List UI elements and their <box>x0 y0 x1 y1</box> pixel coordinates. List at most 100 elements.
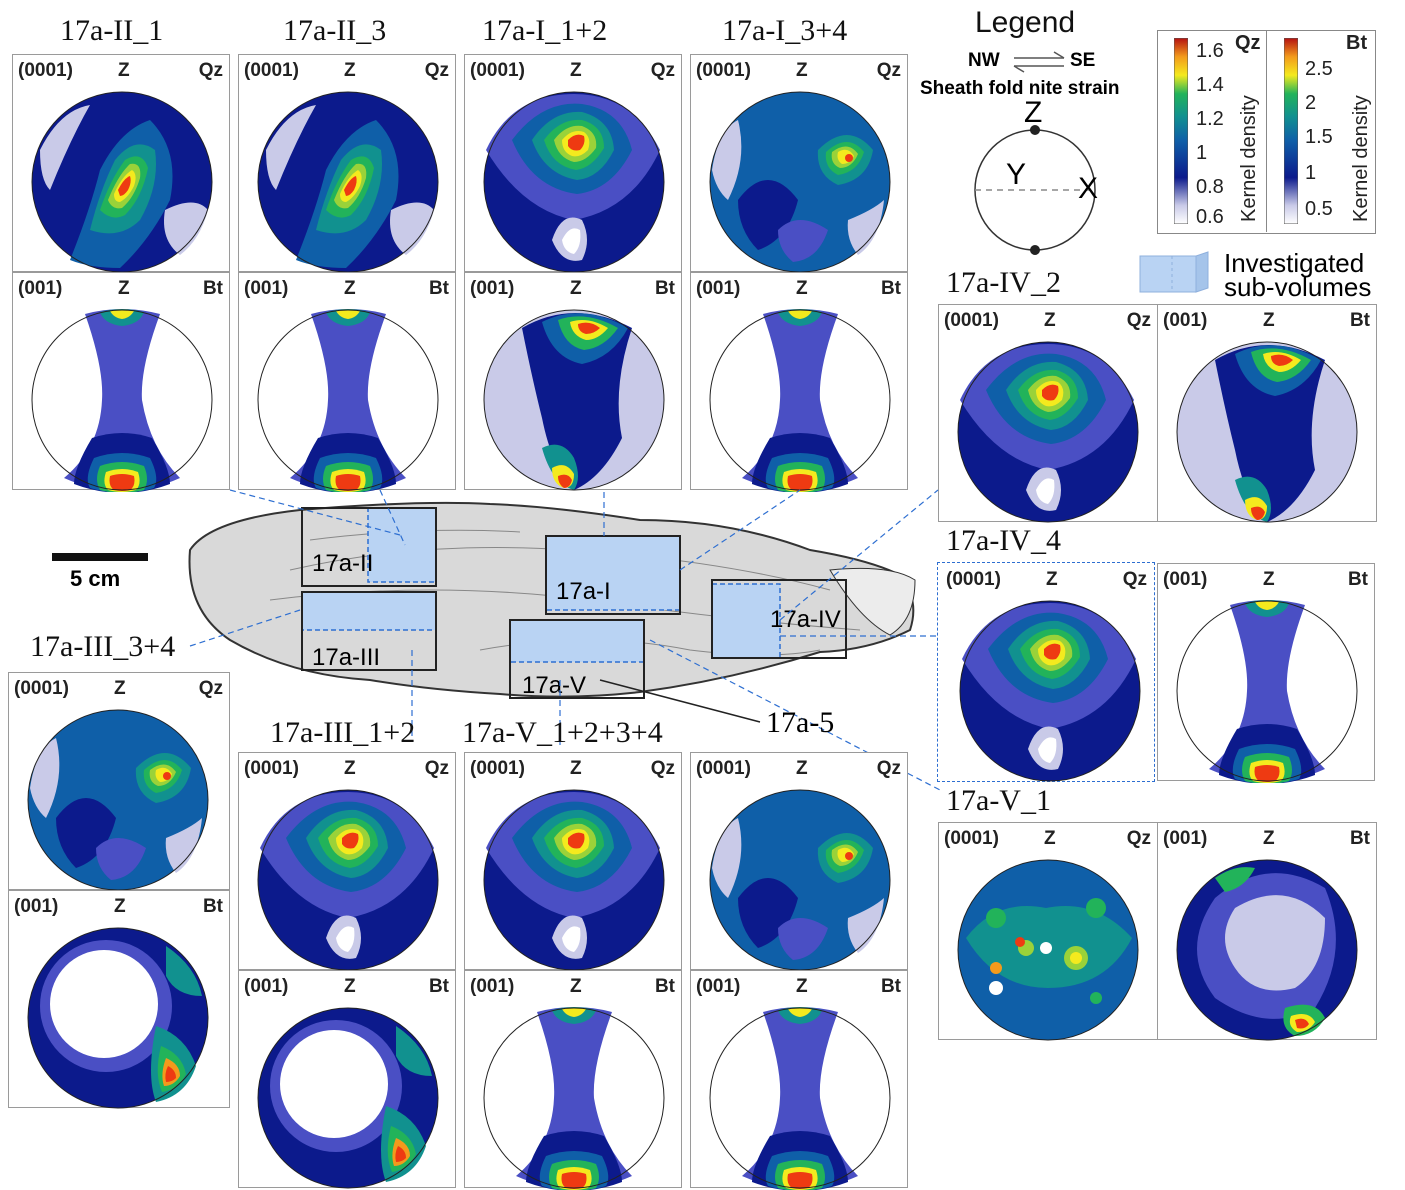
scale-bar-label: 5 cm <box>70 566 121 591</box>
colorbar-bt <box>1284 38 1298 224</box>
mineral-label: Qz <box>876 758 901 779</box>
plane-label: (0001) <box>696 758 751 779</box>
mineral-label: Qz <box>650 60 675 81</box>
qz-tick: 0.8 <box>1196 176 1224 198</box>
plane-label: (001) <box>14 896 59 917</box>
z-label: Z <box>344 60 356 81</box>
pole-figure-17a-5-bt: (001) Z Bt <box>690 970 908 1188</box>
z-label: Z <box>114 678 126 699</box>
pole-figure-plot <box>482 788 666 972</box>
colorbar-qz <box>1174 38 1188 224</box>
mineral-label: Qz <box>424 758 449 779</box>
qz-tick: 1 <box>1196 142 1208 164</box>
plane-label: (0001) <box>946 569 1001 590</box>
plane-label: (001) <box>470 976 515 997</box>
z-label: Z <box>1044 310 1056 331</box>
title-17a-V_1+2+3+4: 17a-V_1+2+3+4 <box>462 716 663 749</box>
pole-figure-plot <box>482 1006 666 1190</box>
z-label: Z <box>796 758 808 779</box>
qz-colorbar-title: Qz <box>1235 32 1261 54</box>
bt-colorbar-title: Bt <box>1346 32 1368 54</box>
plane-label: (001) <box>18 278 63 299</box>
pole-figure-17a-V_1-bt: (001) Z Bt <box>1157 822 1377 1040</box>
axis-z-label: Z <box>1024 96 1043 129</box>
region-label-17a-IV: 17a-IV <box>770 606 841 633</box>
pole-figure-17a-II_3-bt: (001) Z Bt <box>238 272 456 490</box>
pole-figure-17a-III_3+4-bt: (001) Z Bt <box>8 890 230 1108</box>
z-label: Z <box>1263 310 1275 331</box>
mineral-label: Bt <box>1347 569 1368 590</box>
pole-figure-plot <box>708 788 892 972</box>
z-label: Z <box>118 60 130 81</box>
label-17a-5-pointer: 17a-5 <box>766 706 835 739</box>
pole-figure-17a-I_3+4-qz: (0001) Z Qz <box>690 54 908 272</box>
mineral-label: Bt <box>654 278 675 299</box>
axis-x-label: X <box>1078 172 1099 205</box>
dashed-highlight-box <box>937 562 1155 782</box>
qz-tick: 1.4 <box>1196 74 1224 96</box>
z-label: Z <box>570 278 582 299</box>
plane-label: (0001) <box>18 60 73 81</box>
mineral-label: Qz <box>650 758 675 779</box>
mineral-label: Bt <box>202 896 223 917</box>
scale-bar <box>52 553 148 561</box>
pole-figure-plot <box>708 1006 892 1190</box>
z-label: Z <box>344 976 356 997</box>
colorbar-divider <box>1266 30 1267 232</box>
title-17a-III_3+4: 17a-III_3+4 <box>30 630 176 663</box>
pole-figure-plot <box>26 926 210 1110</box>
subvolumes-label: sub-volumes <box>1224 272 1372 302</box>
region-label-17a-III: 17a-III <box>312 644 381 671</box>
z-label: Z <box>1044 828 1056 849</box>
z-label: Z <box>570 758 582 779</box>
title-17a-IV_2: 17a-IV_2 <box>946 266 1061 299</box>
pole-figure-17a-II_1-qz: (0001) Z Qz <box>12 54 230 272</box>
mineral-label: Bt <box>1349 828 1370 849</box>
pole-figure-17a-IV_2-bt: (001) Z Bt <box>1157 304 1377 522</box>
mineral-label: Qz <box>198 60 223 81</box>
mineral-label: Bt <box>654 976 675 997</box>
pole-figure-17a-III_1+2-bt: (001) Z Bt <box>238 970 456 1188</box>
pole-figure-17a-I_1+2-qz: (0001) Z Qz <box>464 54 682 272</box>
z-label: Z <box>118 278 130 299</box>
pole-figure-17a-V_1+2+3+4-bt: (001) Z Bt <box>464 970 682 1188</box>
region-label-17a-II: 17a-II <box>312 550 374 577</box>
plane-label: (0001) <box>244 60 299 81</box>
nw-label: NW <box>968 50 1000 71</box>
plane-label: (001) <box>1163 310 1208 331</box>
title-17a-II_1: 17a-II_1 <box>60 14 164 47</box>
qz-tick: 0.6 <box>1196 206 1224 228</box>
title-17a-II_3: 17a-II_3 <box>283 14 387 47</box>
z-label: Z <box>344 758 356 779</box>
z-label: Z <box>1263 569 1275 590</box>
qz-tick: 1.6 <box>1196 40 1224 62</box>
mineral-label: Qz <box>198 678 223 699</box>
pole-figure-plot <box>256 1006 440 1190</box>
bt-tick: 1.5 <box>1305 126 1333 148</box>
investigated-label: Investigated <box>1224 248 1365 278</box>
pole-figure-17a-III_1+2-qz: (0001) Z Qz <box>238 752 456 970</box>
mineral-label: Bt <box>428 278 449 299</box>
z-label: Z <box>1263 828 1275 849</box>
pole-figure-17a-III_3+4-qz: (0001) Z Qz <box>8 672 230 890</box>
plane-label: (001) <box>1163 828 1208 849</box>
subvolume-swatch-icon <box>1139 251 1209 293</box>
z-label: Z <box>1046 569 1058 590</box>
pole-figure-17a-II_1-bt: (001) Z Bt <box>12 272 230 490</box>
shear-sense-arrows-icon <box>1013 51 1065 73</box>
mineral-label: Qz <box>1122 569 1147 590</box>
plane-label: (0001) <box>470 60 525 81</box>
plane-label: (001) <box>470 278 515 299</box>
plane-label: (0001) <box>696 60 751 81</box>
title-17a-IV_4: 17a-IV_4 <box>946 524 1061 557</box>
plane-label: (0001) <box>944 310 999 331</box>
region-label-17a-I: 17a-I <box>556 578 611 605</box>
pole-figure-plot <box>26 708 210 892</box>
mineral-label: Qz <box>1126 828 1151 849</box>
z-label: Z <box>570 976 582 997</box>
pole-figure-17a-V_1+2+3+4-qz: (0001) Z Qz <box>464 752 682 970</box>
plane-label: (001) <box>696 976 741 997</box>
z-label: Z <box>114 896 126 917</box>
se-label: SE <box>1070 50 1096 71</box>
mineral-label: Bt <box>428 976 449 997</box>
